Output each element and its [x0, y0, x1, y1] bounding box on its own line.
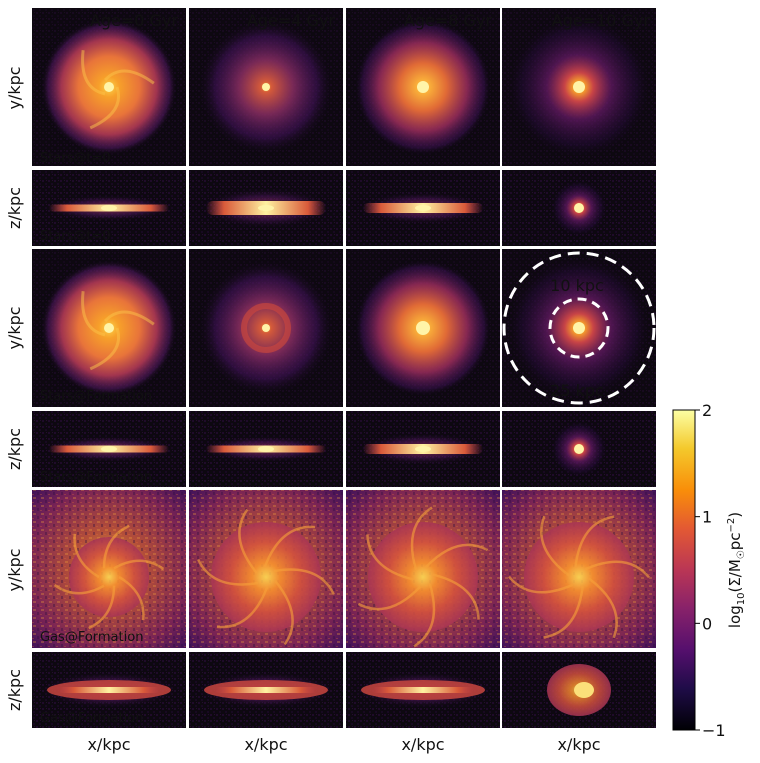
panel-r1-c2 [189, 8, 343, 166]
panel-r5-c2 [189, 490, 343, 648]
colorbar-tick-label-3: 2 [702, 401, 712, 420]
panel-r3-c3 [346, 249, 500, 407]
panel-r1-c1 [32, 8, 186, 166]
ylabel-row-6: z/kpc [5, 669, 24, 711]
colorbar-tick-label-2: 1 [702, 508, 712, 527]
panel-overlays [502, 251, 656, 405]
colorbar-label: log10(Σ/M☉pc−2) [726, 512, 747, 628]
ylabel-row-1: y/kpc [5, 66, 24, 109]
panel-r4-c4 [502, 411, 656, 487]
column-title-age-4: Age=4 Gyr [247, 11, 335, 30]
xlabel-col-4: x/kpc [557, 735, 600, 754]
ylabel-row-4: z/kpc [5, 428, 24, 470]
xlabel-col-1: x/kpc [87, 735, 130, 754]
column-title-age-8: Age=8 Gyr [404, 11, 492, 30]
panel-r2-c2 [189, 170, 343, 246]
column-title-age-10: Age=10 Gyr [552, 11, 651, 30]
colorbar-ticks: −1 0 1 2 [695, 401, 726, 740]
colorbar-tick-label-0: −1 [702, 721, 726, 740]
panel-r5-c4 [502, 490, 656, 648]
panel-r4-c3 [346, 411, 500, 487]
panel-r2-c4 [502, 170, 656, 246]
ylabel-row-5: y/kpc [5, 548, 24, 591]
xlabel-col-3: x/kpc [401, 735, 444, 754]
column-title-age-0: Age=0 Gyr [90, 11, 178, 30]
panel-r1-c3 [346, 8, 500, 166]
panel-r4-c1 [32, 411, 186, 487]
panel-r1-c4 [502, 8, 656, 166]
xlabel-col-2: x/kpc [244, 735, 287, 754]
panel-r4-c2 [189, 411, 343, 487]
panel-label-gas-formation-faceon: Gas@Formation [40, 630, 143, 645]
panel-r6-c4 [502, 652, 656, 728]
panel-r5-c3 [346, 490, 500, 648]
panel-r6-c2 [189, 652, 343, 728]
panel-label-gas-formation-edgeon: Gas@Formation [40, 711, 143, 726]
panel-label-stars-t0-faceon: Stars@t=0 [40, 151, 111, 166]
scale-circle-10kpc [548, 297, 610, 359]
panel-r6-c3 [346, 652, 500, 728]
panel-label-stars-formation-edgeon: Stars@Formation [40, 470, 152, 485]
ylabel-row-3: y/kpc [5, 306, 24, 349]
panel-r3-c2 [189, 249, 343, 407]
annotation-10kpc: 10 kpc [550, 276, 604, 295]
annotation-25kpc: 25 kpc [550, 381, 604, 400]
panel-r2-c1 [32, 170, 186, 246]
panel-r2-c3 [346, 170, 500, 246]
colorbar-tick-label-1: 0 [702, 614, 712, 633]
panel-r5-c1 [32, 490, 186, 648]
colorbar [672, 409, 696, 731]
panel-label-stars-t0-edgeon: Stars@t=0 [40, 229, 111, 244]
panel-r3-c1 [32, 249, 186, 407]
panel-label-stars-formation-faceon: Stars@Formation [40, 389, 152, 404]
panel-r6-c1 [32, 652, 186, 728]
ylabel-row-2: z/kpc [5, 187, 24, 229]
panel-grid [32, 8, 656, 728]
scale-circle-25kpc [502, 251, 656, 405]
